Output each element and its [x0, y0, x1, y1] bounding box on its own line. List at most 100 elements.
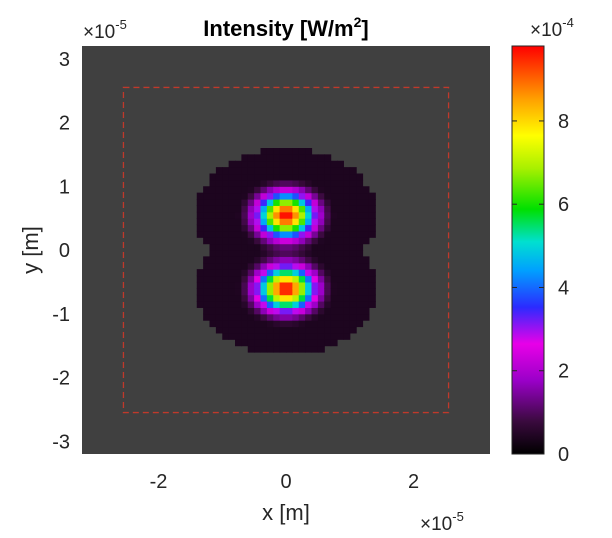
heatmap-cell — [317, 326, 325, 334]
heatmap-cell — [305, 205, 313, 213]
heatmap-cell — [292, 218, 300, 226]
heatmap-cell — [305, 320, 313, 328]
heatmap-cell — [317, 301, 325, 308]
heatmap-cell — [356, 192, 364, 200]
heatmap-cell — [260, 250, 268, 257]
heatmap-cell — [330, 211, 338, 219]
heatmap-cell — [298, 256, 306, 264]
heatmap-cell — [349, 230, 357, 238]
heatmap-cell — [254, 339, 262, 347]
heatmap-cell — [228, 288, 236, 296]
heatmap-cell — [254, 205, 262, 213]
y-axis-label: y [m] — [18, 226, 43, 274]
heatmap-cell — [196, 294, 204, 302]
heatmap-cell — [215, 218, 223, 226]
heatmap-cell — [196, 288, 204, 296]
heatmap-cell — [235, 301, 242, 308]
heatmap-cell — [254, 320, 262, 328]
heatmap-cell — [266, 307, 274, 315]
heatmap-cell — [203, 218, 211, 226]
x-exponent-base: ×10 — [420, 514, 452, 535]
colorbar-tick-label: 6 — [558, 194, 569, 216]
heatmap-cell — [349, 192, 357, 200]
heatmap-cell — [368, 294, 376, 302]
heatmap-cell — [337, 160, 344, 168]
heatmap-cell — [260, 186, 268, 194]
heatmap-cell — [196, 211, 204, 219]
heatmap-cell — [337, 205, 344, 213]
heatmap-cell — [298, 160, 306, 168]
heatmap-cell — [337, 243, 344, 251]
heatmap-cell — [215, 243, 223, 251]
heatmap-cell — [349, 167, 357, 175]
heatmap-cell — [317, 313, 325, 321]
heatmap-cell — [215, 262, 223, 270]
heatmap-cell — [260, 275, 268, 283]
heatmap-cell — [343, 313, 351, 321]
heatmap-cell — [356, 224, 364, 232]
heatmap-cell — [362, 199, 370, 206]
heatmap-cell — [196, 269, 204, 277]
heatmap-cell — [254, 275, 262, 283]
heatmap-cell — [292, 332, 300, 340]
heatmap-cell — [368, 288, 376, 296]
heatmap-cell — [247, 256, 255, 264]
heatmap-cell — [266, 313, 274, 321]
heatmap-cell — [241, 167, 249, 175]
heatmap-cell — [273, 275, 281, 283]
heatmap-cell — [222, 262, 230, 270]
heatmap-cell — [222, 199, 230, 206]
heatmap-cell — [247, 154, 255, 162]
heatmap-cell — [215, 224, 223, 232]
heatmap-cell — [235, 243, 242, 251]
heatmap-cell — [343, 205, 351, 213]
y-tick-label: -2 — [52, 368, 70, 390]
heatmap-cell — [292, 224, 300, 232]
heatmap-cell — [222, 307, 230, 315]
heatmap-cell — [254, 160, 262, 168]
heatmap-cell — [317, 339, 325, 347]
heatmap-cell — [343, 192, 351, 200]
heatmap-cell — [286, 237, 293, 245]
heatmap-cell — [266, 148, 274, 155]
heatmap-cell — [337, 211, 344, 219]
heatmap-cell — [286, 173, 293, 181]
heatmap-cell — [228, 211, 236, 219]
heatmap-cell — [260, 167, 268, 175]
heatmap-cell — [330, 179, 338, 187]
heatmap-cell — [235, 332, 242, 340]
heatmap-cell — [311, 250, 319, 257]
heatmap-cell — [286, 275, 293, 283]
heatmap-cell — [203, 269, 211, 277]
heatmap-cell — [222, 294, 230, 302]
heatmap-cell — [286, 320, 293, 328]
heatmap-cell — [305, 160, 313, 168]
plot-area: -2 0 2 -3 -2 -1 0 1 2 3 — [52, 46, 490, 493]
heatmap-cell — [196, 275, 204, 283]
heatmap-cell — [337, 186, 344, 194]
heatmap-cell — [286, 186, 293, 194]
heatmap-cell — [235, 167, 242, 175]
heatmap-cell — [330, 269, 338, 277]
heatmap-cell — [247, 218, 255, 226]
heatmap-cell — [330, 313, 338, 321]
heatmap-cell — [311, 211, 319, 219]
heatmap-cell — [362, 224, 370, 232]
heatmap-cell — [273, 186, 281, 194]
heatmap-cell — [222, 192, 230, 200]
heatmap-cell — [266, 192, 274, 200]
heatmap-cell — [235, 262, 242, 270]
heatmap-cell — [254, 345, 262, 353]
heatmap-cell — [305, 307, 313, 315]
heatmap-cell — [298, 301, 306, 308]
heatmap-cell — [356, 307, 364, 315]
heatmap-cell — [330, 339, 338, 347]
heatmap-cell — [241, 339, 249, 347]
heatmap-cell — [362, 218, 370, 226]
heatmap-cell — [254, 288, 262, 296]
heatmap-cell — [254, 313, 262, 321]
heatmap-cell — [215, 294, 223, 302]
heatmap-cell — [349, 237, 357, 245]
heatmap-cell — [254, 326, 262, 334]
heatmap-cell — [203, 199, 211, 206]
